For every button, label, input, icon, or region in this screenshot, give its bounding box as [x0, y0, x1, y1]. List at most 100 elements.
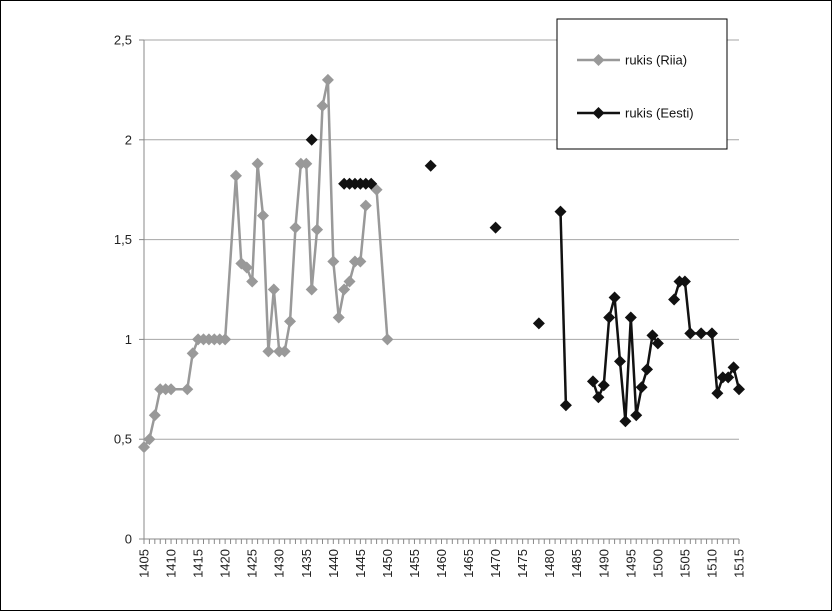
- x-tick-label: 1465: [461, 549, 476, 578]
- data-point-eesti: [695, 327, 708, 340]
- data-point-eesti: [651, 337, 664, 350]
- data-point-riia: [229, 169, 242, 182]
- x-tick-label: 1500: [650, 549, 665, 578]
- y-tick-label: 2: [125, 132, 132, 147]
- legend-marker-riia: [592, 54, 605, 66]
- data-point-riia: [138, 441, 150, 454]
- x-tick-label: 1430: [272, 549, 287, 578]
- x-tick-label: 1425: [245, 549, 260, 578]
- data-point-eesti: [733, 383, 745, 396]
- y-tick-label: 0,5: [114, 432, 132, 447]
- data-point-riia: [338, 283, 351, 296]
- data-point-eesti: [365, 177, 378, 190]
- x-tick-label: 1415: [191, 549, 206, 578]
- data-point-eesti: [727, 361, 740, 374]
- x-tick-label: 1505: [677, 549, 692, 578]
- data-point-riia: [186, 347, 199, 360]
- data-point-eesti: [641, 363, 654, 376]
- y-tick-label: 2,5: [114, 33, 132, 48]
- data-point-eesti: [711, 387, 724, 400]
- data-point-riia: [332, 311, 345, 324]
- data-point-riia: [278, 345, 291, 358]
- data-point-eesti: [489, 221, 502, 234]
- y-tick-label: 1: [125, 332, 132, 347]
- data-point-eesti: [646, 329, 659, 342]
- data-point-riia: [240, 261, 253, 274]
- data-point-eesti: [722, 371, 735, 384]
- data-point-eesti: [532, 317, 545, 330]
- data-point-eesti: [603, 311, 616, 324]
- data-point-riia: [257, 209, 269, 222]
- series-line-eesti: [559, 211, 568, 406]
- y-axis: 0 0,5 1 1,5 2 2,5: [114, 33, 144, 547]
- data-point-eesti: [554, 205, 567, 218]
- data-point-riia: [300, 157, 313, 170]
- data-point-riia: [381, 333, 394, 346]
- data-point-eesti: [705, 327, 718, 340]
- x-tick-label: 1510: [704, 549, 719, 578]
- data-point-riia: [311, 223, 324, 236]
- x-tick-label: 1475: [515, 549, 530, 578]
- data-point-riia: [219, 333, 232, 346]
- data-point-eesti: [684, 327, 697, 340]
- series-layer: [138, 73, 745, 454]
- data-point-riia: [181, 383, 194, 396]
- legend-marker-eesti: [592, 107, 605, 119]
- legend-label-eesti: rukis (Eesti): [625, 106, 694, 121]
- data-point-eesti: [592, 391, 605, 404]
- data-point-riia: [343, 275, 356, 288]
- y-tick-label: 1,5: [114, 232, 132, 247]
- data-point-riia: [246, 275, 259, 288]
- data-point-riia: [359, 199, 372, 212]
- data-point-eesti: [678, 275, 691, 288]
- data-point-eesti: [586, 375, 599, 388]
- data-point-riia: [321, 73, 334, 86]
- x-tick-label: 1460: [434, 549, 449, 578]
- x-tick-label: 1515: [732, 549, 747, 578]
- x-tick-label: 1420: [218, 549, 233, 578]
- data-point-riia: [148, 409, 161, 422]
- x-tick-label: 1485: [569, 549, 584, 578]
- data-point-riia: [327, 255, 340, 268]
- series-line-riia: [375, 189, 389, 340]
- data-point-eesti: [635, 381, 648, 394]
- x-axis: 1405 1410 1415 1420 1425 1430 1435 1440 1445 1450…: [137, 539, 747, 578]
- legend: rukis (Riia) rukis (Eesti): [556, 18, 728, 150]
- x-tick-label: 1455: [407, 549, 422, 578]
- data-point-riia: [354, 255, 367, 268]
- data-point-riia: [289, 221, 302, 234]
- x-tick-label: 1470: [488, 549, 503, 578]
- data-point-eesti: [630, 409, 643, 422]
- x-tick-label: 1410: [164, 549, 179, 578]
- x-tick-label: 1450: [380, 549, 395, 578]
- legend-box: [556, 18, 728, 150]
- data-point-riia: [316, 99, 329, 112]
- data-point-riia: [305, 283, 318, 296]
- x-tick-label: 1440: [326, 549, 341, 578]
- data-point-riia: [165, 383, 178, 396]
- data-point-eesti: [608, 291, 621, 304]
- x-tick-label: 1405: [137, 549, 152, 578]
- y-tick-label: 0: [125, 532, 132, 547]
- data-point-riia: [143, 433, 156, 446]
- data-point-eesti: [559, 399, 572, 412]
- data-point-eesti: [424, 159, 437, 172]
- data-point-eesti: [624, 311, 637, 324]
- x-tick-label: 1445: [353, 549, 368, 578]
- data-point-riia: [251, 157, 264, 170]
- x-tick-label: 1480: [542, 549, 557, 578]
- data-point-eesti: [668, 293, 681, 306]
- x-tick-label: 1490: [596, 549, 611, 578]
- legend-label-riia: rukis (Riia): [625, 53, 687, 68]
- data-point-eesti: [597, 379, 610, 392]
- data-point-riia: [284, 315, 297, 328]
- x-tick-label: 1435: [299, 549, 314, 578]
- data-point-eesti: [305, 133, 318, 146]
- data-point-riia: [267, 283, 280, 296]
- data-point-eesti: [619, 415, 632, 428]
- x-tick-label: 1495: [623, 549, 638, 578]
- data-point-riia: [262, 345, 275, 358]
- data-point-eesti: [614, 355, 626, 368]
